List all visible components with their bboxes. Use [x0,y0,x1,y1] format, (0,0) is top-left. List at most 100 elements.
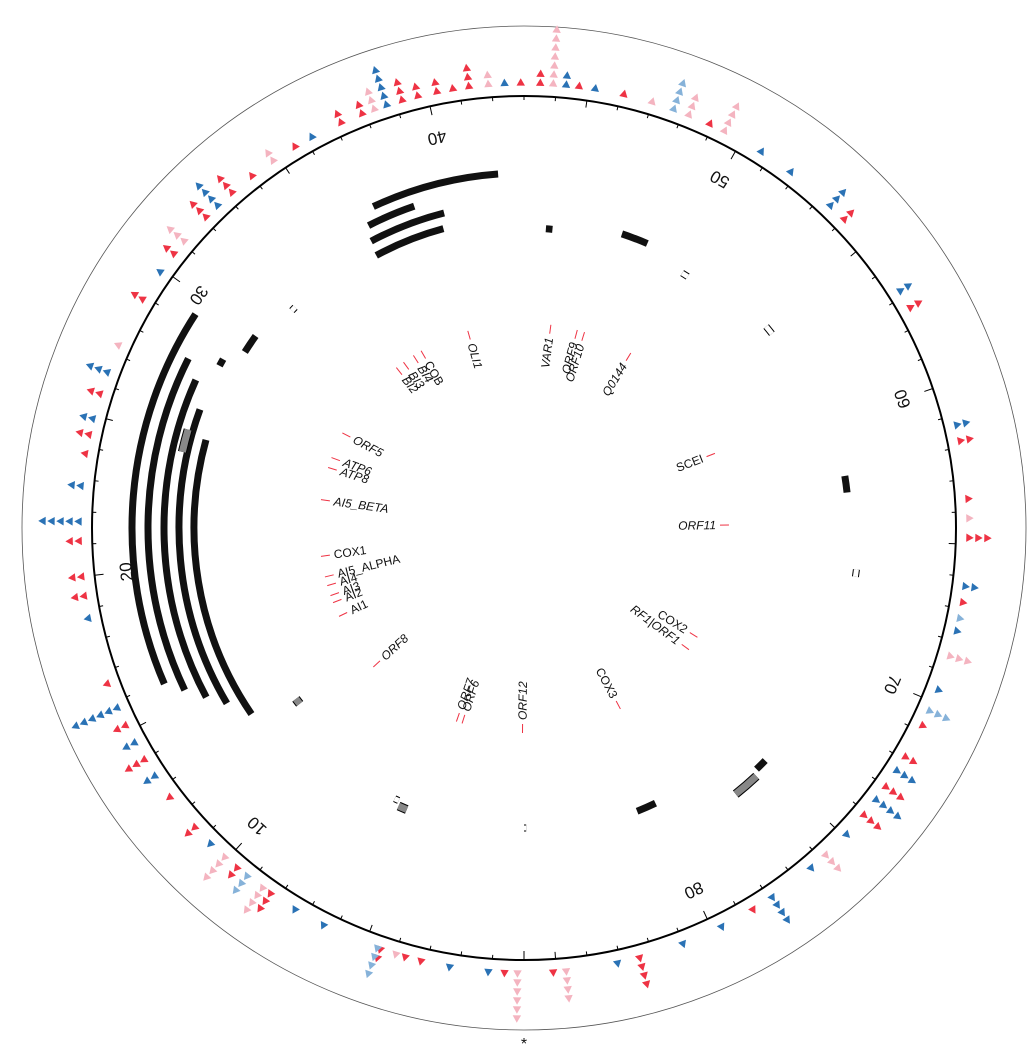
tick-mark [785,866,789,871]
variant-marker [233,863,242,872]
variant-marker [516,78,525,86]
tick-mark [616,945,619,950]
gene-label: ORF5 [351,433,386,460]
variant-marker [80,449,89,459]
tick-mark [172,276,181,283]
variant-marker [195,182,204,191]
variant-marker [257,903,266,913]
variant-marker [104,706,113,715]
tick-mark [852,801,857,805]
variant-marker [641,980,651,989]
variant-marker [831,195,841,204]
gene-leader-line [581,331,585,341]
feature-block [841,475,851,493]
feature-block [160,378,210,699]
variant-marker [512,997,522,1005]
gene-label: AI4 [338,570,360,589]
feature-block [241,333,259,354]
variant-marker [203,872,212,881]
variant-marker [536,69,545,78]
variant-marker [962,419,971,428]
tick-mark [154,302,159,306]
variant-marker [690,93,699,102]
variant-marker [512,1006,522,1014]
variant-marker [820,850,830,859]
variant-marker [259,883,268,892]
variant-marker [953,626,962,635]
variant-marker [827,856,836,866]
variant-marker [970,583,979,592]
variant-marker [130,291,140,300]
variant-marker [748,905,756,914]
tick-mark [99,449,104,451]
variant-marker [202,213,211,222]
tick-mark [114,388,120,391]
tick-label: 30 [185,282,211,308]
variant-marker [70,592,79,602]
gene-leader-line [625,352,632,361]
tick-label: 70 [880,672,905,697]
variant-marker [878,800,888,809]
gene-leader-line [331,457,341,462]
variant-marker [925,706,935,714]
variant-marker [102,369,112,377]
variant-marker [549,70,558,78]
feature-block [545,225,553,233]
variant-marker [552,25,561,33]
gene-leader-line [574,329,578,339]
variant-marker [550,61,559,69]
tick-mark [114,665,120,668]
variant-marker [512,1015,522,1023]
tick-mark [928,665,934,668]
variant-marker [839,215,848,224]
tick-mark [889,750,894,754]
variant-marker [393,78,402,87]
variant-marker [841,829,851,838]
tick-mark [937,635,943,638]
variant-marker [75,428,84,438]
variant-marker [965,435,974,444]
variant-marker [94,365,103,374]
variant-marker [365,969,374,979]
variant-marker [574,81,583,90]
tick-mark [616,106,619,111]
tick-mark [259,185,263,190]
tick-mark [889,302,894,306]
variant-marker [668,104,677,113]
variant-marker [320,921,329,930]
tick-mark [191,801,196,805]
variant-marker [71,721,80,729]
variant-marker [207,195,217,204]
gene-leader-line [412,355,419,364]
variant-marker [548,79,558,87]
variant-marker [756,147,764,157]
tick-mark [871,776,876,780]
feature-block-gray [733,773,759,797]
gene-label: VAR1 [538,337,556,369]
variant-marker [76,572,85,581]
variant-marker [392,950,401,959]
variant-marker [727,110,736,119]
gene-leader-line [332,598,342,604]
feature-block [144,356,192,692]
variant-marker [170,250,179,259]
gene-leader-line [467,330,471,340]
variant-marker [267,889,276,898]
tick-mark [191,251,196,255]
variant-marker [209,865,218,875]
variant-marker [465,81,474,90]
tick-mark [785,185,789,190]
gene-leader-line [420,350,427,359]
variant-marker [551,34,561,42]
variant-marker [888,787,898,795]
tick-mark [904,330,909,333]
variant-marker [513,970,522,978]
variant-marker [561,80,571,88]
variant-marker [265,149,273,158]
variant-marker [95,390,104,399]
variant-marker [417,957,426,966]
variant-marker [292,905,300,914]
tick-mark [809,846,813,851]
variant-marker [249,898,257,907]
variant-marker [953,421,962,430]
